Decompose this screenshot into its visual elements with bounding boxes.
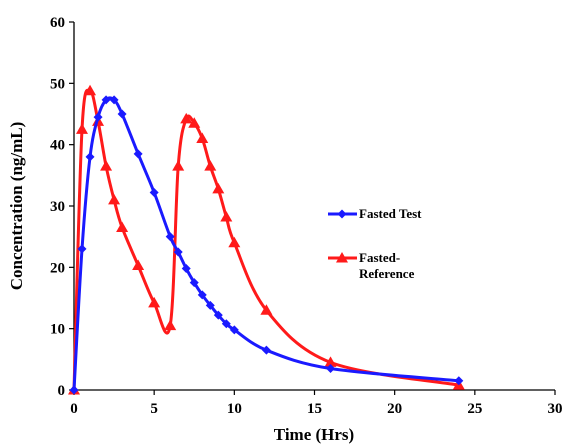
legend-label: Fasted Test (359, 206, 422, 221)
fasted-reference-point (172, 160, 185, 171)
fasted-reference-point (196, 132, 209, 144)
fasted-reference-point (228, 236, 241, 248)
series-fasted-reference (68, 84, 465, 395)
y-tick-label: 20 (50, 260, 65, 276)
fasted-test-point (261, 345, 271, 355)
fasted-test-point (454, 376, 464, 386)
fasted-reference-point (84, 84, 97, 96)
fasted-test-point (165, 232, 175, 242)
fasted-reference-point (220, 211, 233, 222)
fasted-test-point (189, 278, 199, 288)
y-tick-label: 10 (50, 322, 65, 338)
fasted-test-point (93, 112, 103, 122)
x-axis-title: Time (Hrs) (274, 425, 354, 444)
fasted-reference-point (132, 259, 145, 270)
series-layer (68, 84, 465, 395)
legend-label: Fasted-Reference (359, 250, 415, 281)
y-tick-label: 0 (58, 383, 66, 399)
fasted-test-point (117, 109, 127, 119)
fasted-reference-point (260, 304, 273, 315)
x-tick-label: 20 (387, 401, 402, 417)
legend-item-fasted-reference: Fasted-Reference (328, 250, 415, 281)
fasted-test-point (197, 290, 207, 300)
fasted-reference-point (164, 319, 177, 331)
fasted-reference-point (100, 160, 113, 171)
fasted-test-point (205, 300, 215, 310)
x-tick-label: 15 (307, 401, 322, 417)
fasted-test-point (229, 325, 239, 335)
fasted-test-point (213, 310, 223, 320)
x-tick-label: 0 (70, 401, 78, 417)
fasted-test-point (221, 319, 231, 329)
fasted-test-point (326, 364, 336, 374)
fasted-reference-point (116, 221, 129, 232)
fasted-test-point (85, 152, 95, 162)
fasted-test-point (77, 244, 87, 254)
fasted-reference-point (204, 160, 217, 171)
fasted-reference-point (108, 193, 121, 205)
x-tick-label: 5 (150, 401, 158, 417)
fasted-test-point (133, 149, 143, 159)
x-tick-label: 25 (467, 401, 482, 417)
y-tick-label: 40 (50, 138, 65, 154)
fasted-test-point (101, 95, 111, 105)
fasted-reference-point (148, 296, 161, 308)
fasted-test-point (173, 247, 183, 257)
legend-swatch-marker (336, 252, 348, 263)
legend-item-fasted-test: Fasted Test (328, 206, 422, 221)
y-tick-label: 50 (50, 76, 65, 92)
fasted-test-point (109, 95, 119, 105)
fasted-reference-point (188, 117, 201, 128)
y-tick-label: 60 (50, 15, 65, 31)
fasted-reference-point (180, 112, 193, 124)
fasted-test-point (69, 385, 79, 395)
fasted-test-point (181, 264, 191, 274)
fasted-test-point (149, 188, 159, 198)
y-tick-label: 30 (50, 199, 65, 215)
fasted-reference-point (324, 356, 337, 367)
axes: 0 10 20 30 40 50 60 0 5 10 15 20 25 30 (50, 15, 563, 417)
legend-swatch-marker (337, 209, 347, 219)
fasted-reference-point (212, 182, 225, 194)
series-fasted-test (69, 95, 464, 395)
fasted-reference-point (76, 123, 89, 134)
y-axis-title: Concentration (ng/mL) (7, 122, 26, 291)
x-tick-label: 30 (548, 401, 563, 417)
legend: Fasted Test Fasted-Reference (328, 206, 422, 281)
x-tick-label: 10 (227, 401, 242, 417)
